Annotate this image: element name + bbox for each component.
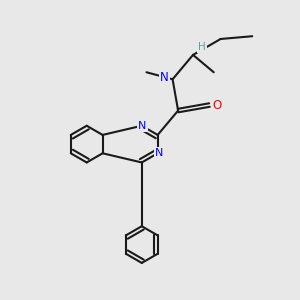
Text: O: O bbox=[212, 98, 221, 112]
Text: N: N bbox=[138, 121, 147, 131]
Text: N: N bbox=[160, 71, 169, 84]
Text: N: N bbox=[155, 148, 163, 158]
Text: H: H bbox=[198, 42, 206, 52]
